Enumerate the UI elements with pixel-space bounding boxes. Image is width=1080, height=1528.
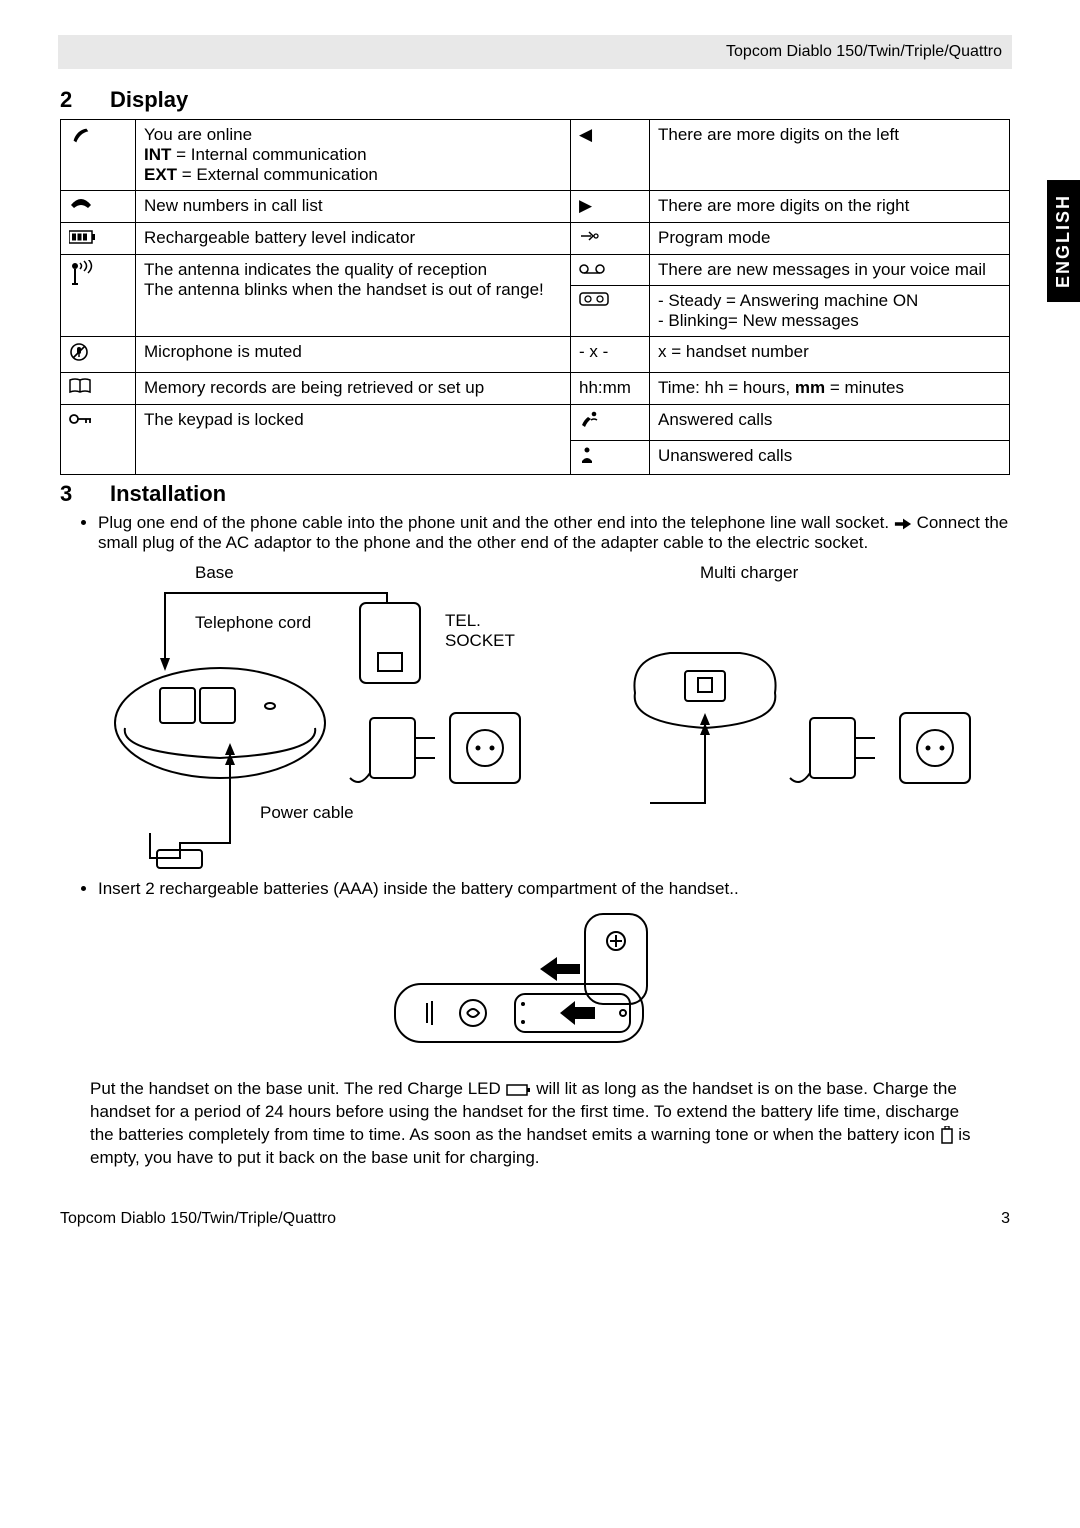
cell-text: Answered calls bbox=[650, 405, 1010, 441]
table-row: You are onlineINT = Internal communicati… bbox=[61, 120, 1010, 191]
charge-led-icon bbox=[506, 1083, 532, 1097]
section-title: Installation bbox=[110, 481, 226, 506]
cell-text: The antenna indicates the quality of rec… bbox=[136, 255, 571, 337]
multi-svg bbox=[610, 563, 1030, 873]
label-multi: Multi charger bbox=[700, 563, 798, 583]
voicemail-icon bbox=[579, 263, 605, 275]
label-tel-cord: Telephone cord bbox=[195, 613, 311, 633]
arrow-right-bold-icon bbox=[894, 517, 912, 531]
header-bar: Topcom Diablo 150/Twin/Triple/Quattro bbox=[58, 35, 1012, 69]
install-list-2: Insert 2 rechargeable batteries (AAA) in… bbox=[60, 879, 1010, 899]
bullet-text: Plug one end of the phone cable into the… bbox=[98, 513, 894, 532]
section-number: 3 bbox=[60, 481, 110, 507]
label-base: Base bbox=[195, 563, 234, 583]
handset-lifted-icon bbox=[69, 125, 91, 147]
unanswered-icon bbox=[579, 446, 595, 464]
section-install-heading: 3Installation bbox=[60, 481, 1010, 507]
section-title: Display bbox=[110, 87, 188, 112]
cell-text: Microphone is muted bbox=[136, 337, 571, 373]
antenna-icon bbox=[69, 260, 93, 286]
table-row: The keypad is locked Answered calls bbox=[61, 405, 1010, 441]
table-row: Memory records are being retrieved or se… bbox=[61, 373, 1010, 405]
cell-text: You are onlineINT = Internal communicati… bbox=[136, 120, 571, 191]
battery-icon bbox=[69, 230, 97, 244]
arrow-left-icon: ◀ bbox=[571, 120, 650, 191]
label-tel-socket2: SOCKET bbox=[445, 631, 515, 651]
text: Put the handset on the base unit. The re… bbox=[90, 1079, 506, 1098]
x-icon: - x - bbox=[571, 337, 650, 373]
cell-text: Unanswered calls bbox=[650, 441, 1010, 475]
answered-icon bbox=[579, 410, 599, 430]
list-item: Plug one end of the phone cable into the… bbox=[98, 513, 1010, 553]
cell-text: There are more digits on the right bbox=[650, 191, 1010, 223]
display-table: You are onlineINT = Internal communicati… bbox=[60, 119, 1010, 475]
cell-text: Rechargeable battery level indicator bbox=[136, 223, 571, 255]
book-icon bbox=[69, 378, 91, 394]
cell-text: x = handset number bbox=[650, 337, 1010, 373]
cell-text: New numbers in call list bbox=[136, 191, 571, 223]
key-icon bbox=[69, 412, 93, 426]
table-row: Rechargeable battery level indicator Pro… bbox=[61, 223, 1010, 255]
mic-muted-icon bbox=[69, 342, 89, 362]
section-display-heading: 2Display bbox=[60, 87, 1010, 113]
base-svg bbox=[100, 563, 580, 873]
cell-text: The keypad is locked bbox=[136, 405, 571, 475]
am-icon bbox=[579, 292, 609, 306]
install-list: Plug one end of the phone cable into the… bbox=[60, 513, 1010, 553]
cell-text: Memory records are being retrieved or se… bbox=[136, 373, 571, 405]
footer-product: Topcom Diablo 150/Twin/Triple/Quattro bbox=[60, 1210, 336, 1228]
label-power: Power cable bbox=[260, 803, 354, 823]
body-paragraph: Put the handset on the base unit. The re… bbox=[90, 1078, 980, 1170]
table-row: The antenna indicates the quality of rec… bbox=[61, 255, 1010, 286]
cell-text: There are new messages in your voice mai… bbox=[650, 255, 1010, 286]
base-diagram: Base Telephone cord TEL. SOCKET Power ca… bbox=[100, 563, 580, 873]
table-row: Microphone is muted - x - x = handset nu… bbox=[61, 337, 1010, 373]
cell-text: Time: hh = hours, mm = minutes bbox=[650, 373, 1010, 405]
list-item: Insert 2 rechargeable batteries (AAA) in… bbox=[98, 879, 1010, 899]
battery-empty-icon bbox=[940, 1126, 954, 1144]
phone-icon bbox=[69, 196, 93, 212]
table-row: New numbers in call list ▶ There are mor… bbox=[61, 191, 1010, 223]
cell-text: There are more digits on the left bbox=[650, 120, 1010, 191]
section-number: 2 bbox=[60, 87, 110, 113]
cell-text: Program mode bbox=[650, 223, 1010, 255]
battery-diagram bbox=[60, 909, 1010, 1064]
arrow-right-icon: ▶ bbox=[571, 191, 650, 223]
install-diagrams: Base Telephone cord TEL. SOCKET Power ca… bbox=[100, 563, 1010, 873]
footer-page: 3 bbox=[1001, 1210, 1010, 1228]
time-icon: hh:mm bbox=[571, 373, 650, 405]
cell-text: - Steady = Answering machine ON- Blinkin… bbox=[650, 286, 1010, 337]
label-tel-socket1: TEL. bbox=[445, 611, 481, 631]
multi-charger-diagram: Multi charger bbox=[610, 563, 1030, 873]
language-tab: ENGLISH bbox=[1047, 180, 1080, 302]
page-footer: Topcom Diablo 150/Twin/Triple/Quattro 3 bbox=[60, 1210, 1010, 1228]
program-icon bbox=[579, 229, 599, 243]
